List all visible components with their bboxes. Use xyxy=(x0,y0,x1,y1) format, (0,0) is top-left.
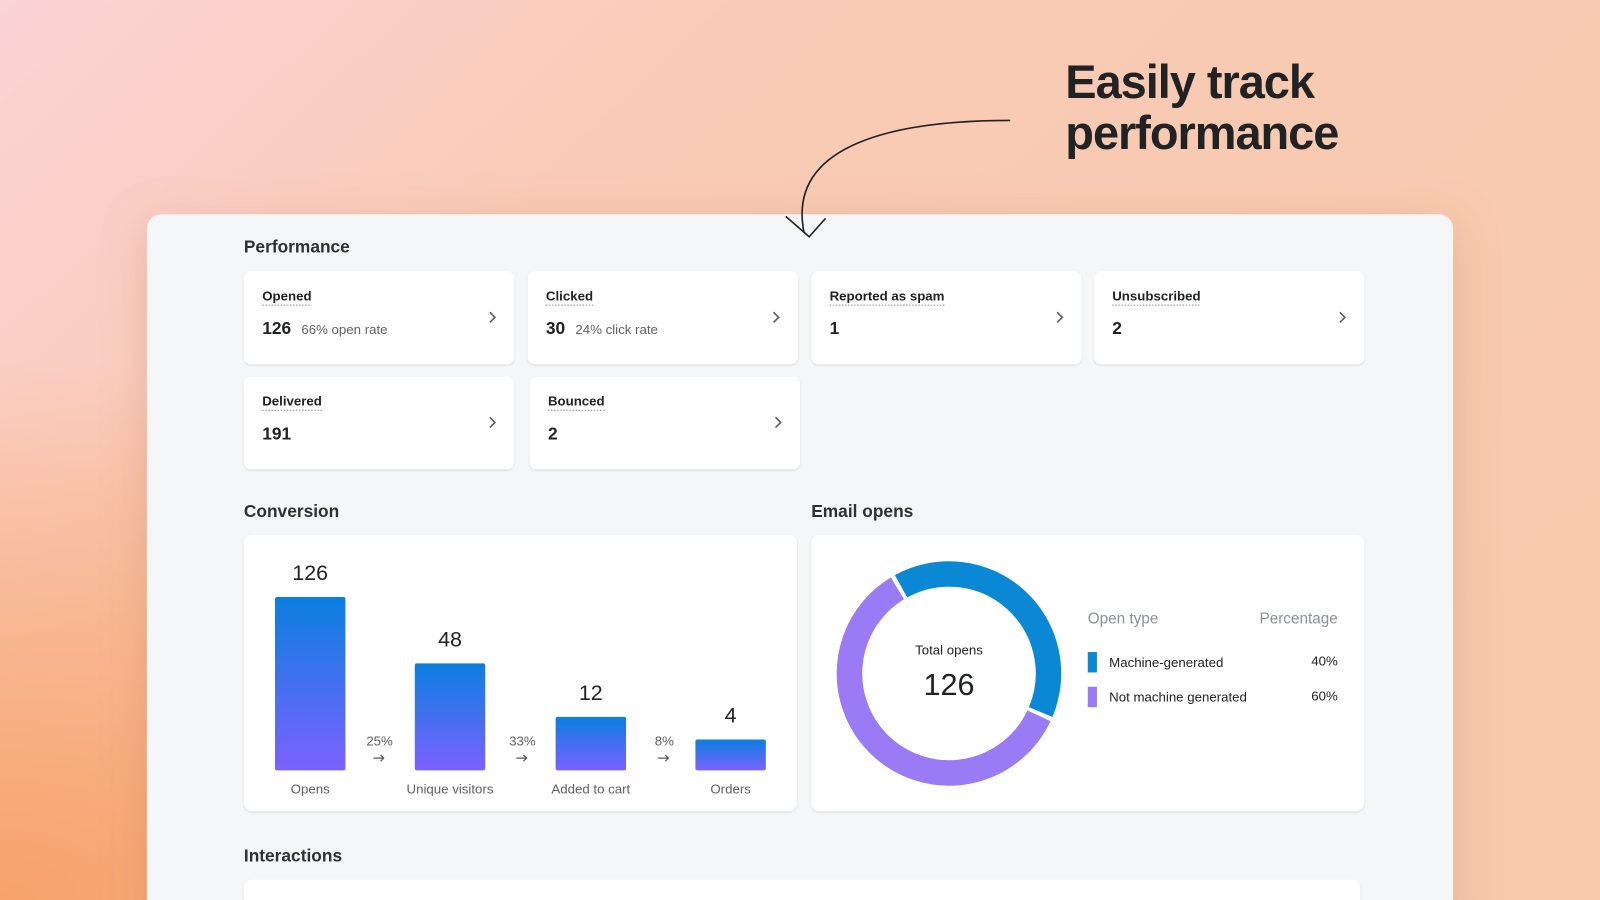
metric-label: Reported as spam xyxy=(830,288,945,303)
step-arrow xyxy=(658,754,670,762)
legend-header: Open type xyxy=(1088,610,1159,627)
section-title: Email opens xyxy=(811,501,913,521)
category-label: Added to cart xyxy=(551,781,630,796)
metric-value: 1 xyxy=(830,318,840,338)
legend-value: 40% xyxy=(1311,654,1338,669)
donut-segment xyxy=(894,561,1062,717)
step-arrow xyxy=(516,754,528,762)
chevron[interactable] xyxy=(772,311,780,324)
step-rate: 8% xyxy=(655,733,674,748)
bar xyxy=(414,663,486,771)
legend-label: Not machine generated xyxy=(1109,689,1247,704)
metric-label: Clicked xyxy=(546,288,593,303)
metric-label: Opened xyxy=(262,288,311,303)
conversion-card xyxy=(243,534,797,812)
legend-swatch xyxy=(1087,686,1097,708)
section-title: Interactions xyxy=(244,846,342,866)
bar-value: 4 xyxy=(725,704,737,728)
chevron[interactable] xyxy=(489,416,497,429)
headline: performance xyxy=(1065,107,1338,159)
section-title: Performance xyxy=(244,237,350,257)
chevron[interactable] xyxy=(1056,311,1064,324)
metric-value: 126 xyxy=(262,318,291,338)
category-label: Unique visitors xyxy=(407,781,494,796)
metric-rate: 66% open rate xyxy=(301,322,387,337)
chevron[interactable] xyxy=(1339,311,1347,324)
metric-card[interactable] xyxy=(243,376,515,470)
metric-card[interactable] xyxy=(529,376,800,470)
metric-card[interactable] xyxy=(811,271,1082,365)
metric-value: 191 xyxy=(262,423,291,443)
legend-header: Percentage xyxy=(1260,610,1338,627)
donut-segment xyxy=(836,577,1051,786)
category-label: Orders xyxy=(710,781,751,796)
metric-card[interactable] xyxy=(1093,271,1365,365)
bar-value: 48 xyxy=(438,628,462,652)
arrow-doodle xyxy=(785,119,1011,238)
step-rate: 25% xyxy=(366,733,393,748)
bar-value: 12 xyxy=(579,681,603,705)
metric-label: Bounced xyxy=(548,394,605,409)
section-title: Conversion xyxy=(244,501,339,521)
chevron[interactable] xyxy=(489,311,497,324)
step-rate: 33% xyxy=(509,733,536,748)
legend-label: Machine-generated xyxy=(1109,655,1223,670)
metric-label: Unsubscribed xyxy=(1112,288,1200,303)
metric-value: 30 xyxy=(546,318,565,338)
email-opens-card xyxy=(811,534,1365,812)
bar-value: 126 xyxy=(292,561,328,585)
donut-center-value: 126 xyxy=(923,668,974,702)
chevron[interactable] xyxy=(774,416,782,429)
legend-value: 60% xyxy=(1311,688,1338,703)
interactions-card xyxy=(243,879,1361,900)
legend-swatch xyxy=(1087,652,1097,673)
bar xyxy=(275,596,346,771)
bar xyxy=(555,716,627,771)
metric-card[interactable] xyxy=(527,271,798,365)
metric-rate: 24% click rate xyxy=(575,322,657,337)
bar xyxy=(695,739,766,771)
step-arrow xyxy=(373,754,385,762)
metric-value: 2 xyxy=(548,423,558,443)
metric-card[interactable] xyxy=(243,271,515,365)
headline: Easily track xyxy=(1065,56,1316,108)
metric-label: Delivered xyxy=(262,394,322,409)
category-label: Opens xyxy=(291,781,330,796)
donut-center-label: Total opens xyxy=(915,643,983,658)
metric-value: 2 xyxy=(1112,318,1122,338)
